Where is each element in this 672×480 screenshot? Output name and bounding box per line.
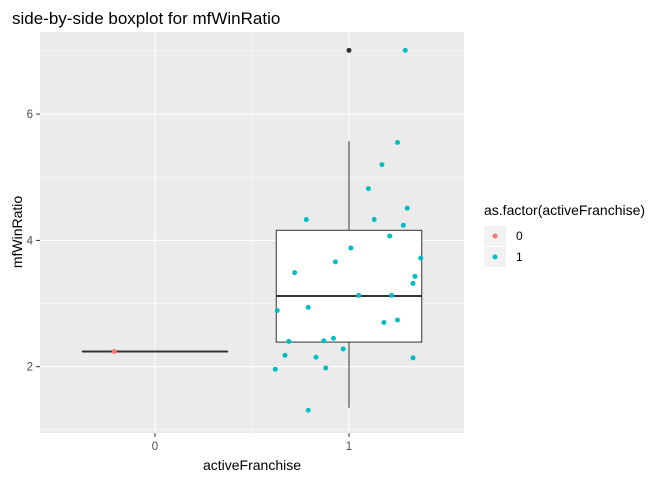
data-point [402, 47, 408, 53]
data-point [274, 307, 280, 313]
data-point [313, 354, 319, 360]
x-tick-label: 1 [346, 441, 352, 453]
tick-layer: 2 4 6 0 1 [27, 109, 353, 453]
data-point [410, 355, 416, 361]
data-point [111, 349, 117, 355]
legend-key-1-dot [492, 254, 498, 260]
data-point [379, 162, 385, 168]
legend-title: as.factor(activeFranchise) [484, 202, 645, 218]
data-point [305, 304, 311, 310]
data-point [395, 317, 400, 323]
data-point [410, 280, 416, 286]
data-point [395, 140, 400, 146]
data-point [332, 259, 338, 265]
data-point [272, 366, 278, 372]
x-tick-label: 0 [152, 441, 158, 453]
data-point [305, 407, 311, 413]
data-point [286, 338, 292, 344]
legend-label-1: 1 [516, 250, 523, 264]
legend: as.factor(activeFranchise) 0 1 [484, 202, 645, 267]
data-point [400, 222, 406, 228]
data-point [323, 365, 329, 371]
data-point [356, 292, 362, 298]
data-point [365, 186, 371, 192]
data-point [348, 245, 354, 251]
data-point [292, 270, 298, 276]
point-layer [111, 47, 424, 413]
data-point [418, 255, 424, 261]
data-point [282, 352, 288, 358]
y-tick-label: 4 [27, 235, 34, 247]
legend-label-0: 0 [516, 229, 523, 243]
data-point [404, 205, 410, 211]
data-point [340, 346, 346, 352]
data-point [321, 338, 327, 344]
y-tick-label: 6 [27, 109, 33, 121]
data-point [412, 273, 418, 279]
data-point [371, 217, 377, 223]
data-point [387, 233, 393, 239]
data-point [389, 292, 395, 298]
y-axis-title: mfWinRatio [9, 196, 25, 269]
y-tick-label: 2 [27, 362, 33, 374]
chart-title: side-by-side boxplot for mfWinRatio [12, 9, 280, 28]
legend-key-0-dot [492, 233, 498, 239]
data-point [330, 335, 336, 341]
data-point [303, 217, 309, 223]
box-outlier [346, 47, 352, 53]
data-point [381, 319, 387, 325]
x-axis-title: activeFranchise [203, 457, 301, 473]
